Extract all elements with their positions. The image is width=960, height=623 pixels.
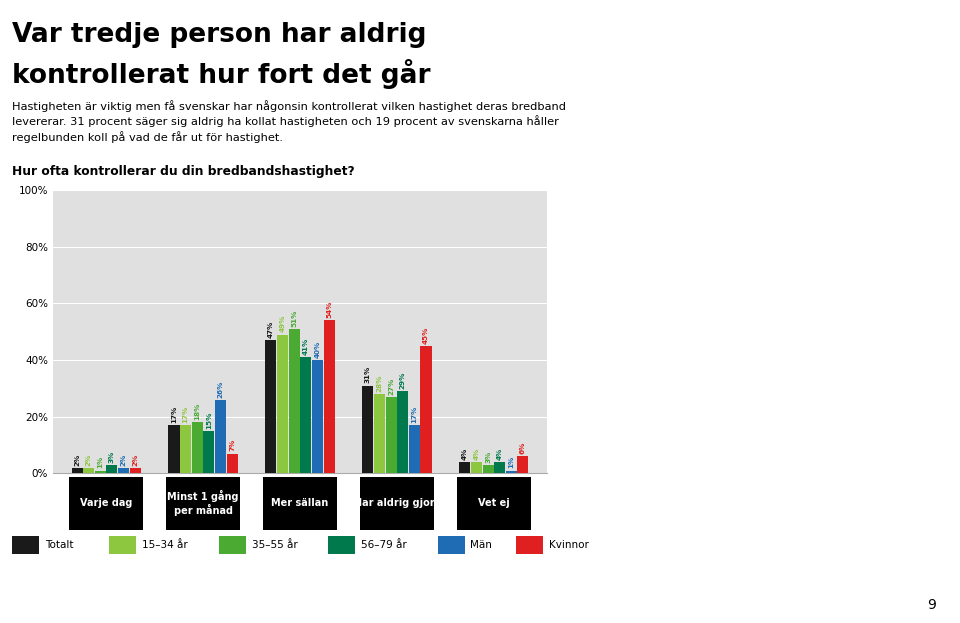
Bar — [374, 394, 385, 473]
Bar — [130, 468, 141, 473]
Bar — [471, 462, 482, 473]
Bar — [494, 462, 505, 473]
Bar — [459, 462, 470, 473]
Bar — [517, 457, 529, 473]
Bar — [204, 431, 214, 473]
Text: 17%: 17% — [412, 406, 418, 423]
Text: 4%: 4% — [473, 447, 479, 460]
Text: levererar. 31 procent säger sig aldrig ha kollat hastigheten och 19 procent av s: levererar. 31 procent säger sig aldrig h… — [12, 115, 560, 127]
Text: 35–55 år: 35–55 år — [252, 540, 298, 550]
Text: 3%: 3% — [485, 450, 492, 463]
Bar — [95, 470, 106, 473]
Bar — [107, 465, 117, 473]
Text: 9: 9 — [927, 598, 936, 612]
Bar — [180, 426, 191, 473]
Bar — [312, 360, 323, 473]
Text: 2%: 2% — [85, 454, 91, 465]
Text: 4%: 4% — [462, 447, 468, 460]
Text: 27%: 27% — [388, 378, 395, 395]
Text: Kvinnor: Kvinnor — [549, 540, 588, 550]
Text: 2%: 2% — [121, 454, 127, 465]
Bar — [420, 346, 432, 473]
Text: 17%: 17% — [171, 406, 177, 423]
Text: 28%: 28% — [376, 374, 382, 392]
Text: Mer sällan: Mer sällan — [272, 498, 328, 508]
Text: 40%: 40% — [315, 341, 321, 358]
Text: Hur ofta kontrollerar du din bredbandshastighet?: Hur ofta kontrollerar du din bredbandsha… — [12, 165, 355, 178]
Bar — [227, 454, 238, 473]
Text: Vet ej: Vet ej — [478, 498, 510, 508]
Bar — [289, 329, 300, 473]
Text: 49%: 49% — [279, 315, 285, 332]
Bar — [215, 400, 226, 473]
Bar — [192, 422, 203, 473]
Text: 31%: 31% — [365, 366, 371, 383]
Text: 1%: 1% — [97, 456, 104, 468]
Text: 26%: 26% — [218, 380, 224, 397]
Text: 45%: 45% — [423, 326, 429, 344]
Bar — [118, 468, 129, 473]
Text: Män: Män — [470, 540, 492, 550]
Text: 41%: 41% — [302, 338, 309, 355]
Text: kontrollerat hur fort det går: kontrollerat hur fort det går — [12, 59, 431, 89]
Text: 56–79 år: 56–79 år — [361, 540, 407, 550]
Bar — [483, 465, 493, 473]
Text: 17%: 17% — [182, 406, 188, 423]
Bar — [506, 470, 516, 473]
Bar — [265, 340, 276, 473]
Bar — [409, 426, 420, 473]
Text: Har aldrig gjort: Har aldrig gjort — [354, 498, 440, 508]
Bar — [324, 320, 335, 473]
Text: regelbunden koll på vad de får ut för hastighet.: regelbunden koll på vad de får ut för ha… — [12, 131, 283, 143]
Bar — [362, 386, 373, 473]
Text: 29%: 29% — [399, 372, 406, 389]
Bar — [386, 397, 396, 473]
Text: Hastigheten är viktig men få svenskar har någonsin kontrollerat vilken hastighet: Hastigheten är viktig men få svenskar ha… — [12, 100, 566, 112]
Text: Var tredje person har aldrig: Var tredje person har aldrig — [12, 22, 427, 48]
Text: 54%: 54% — [326, 301, 332, 318]
Text: 7%: 7% — [229, 439, 235, 452]
Text: 15–34 år: 15–34 år — [142, 540, 188, 550]
Bar — [168, 426, 180, 473]
Bar — [277, 335, 288, 473]
Text: 4%: 4% — [496, 447, 503, 460]
Text: 51%: 51% — [291, 309, 298, 326]
Bar — [71, 468, 83, 473]
Text: 2%: 2% — [74, 454, 80, 465]
Text: Varje dag: Varje dag — [80, 498, 132, 508]
Text: 47%: 47% — [268, 321, 274, 338]
Text: 1%: 1% — [509, 456, 515, 468]
Bar — [397, 391, 408, 473]
Text: Totalt: Totalt — [45, 540, 74, 550]
Bar — [300, 357, 311, 473]
Text: 3%: 3% — [108, 450, 115, 463]
Text: Minst 1 gång
per månad: Minst 1 gång per månad — [167, 490, 239, 516]
Bar — [84, 468, 94, 473]
Text: 15%: 15% — [205, 411, 212, 429]
Text: 6%: 6% — [520, 442, 526, 454]
Text: 2%: 2% — [132, 454, 138, 465]
Text: 18%: 18% — [194, 403, 201, 420]
